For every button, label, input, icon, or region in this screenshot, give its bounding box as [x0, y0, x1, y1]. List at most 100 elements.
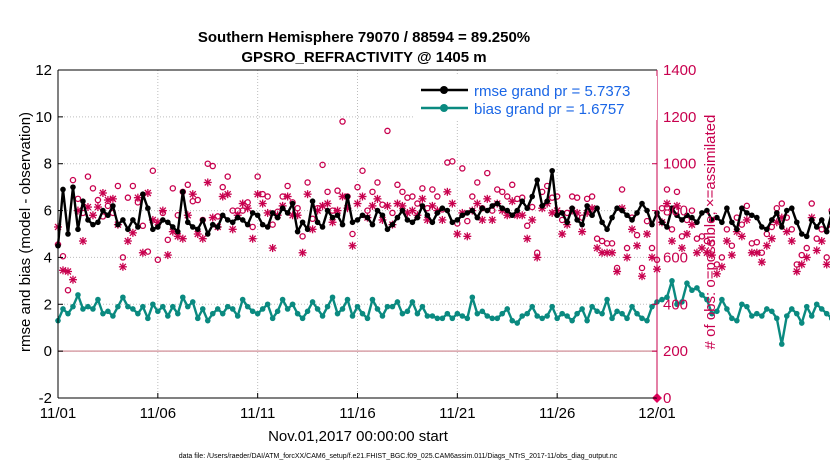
bias-point	[659, 296, 665, 303]
obs-assimilated-point	[243, 204, 252, 213]
rmse-point	[749, 212, 755, 219]
x-tick-label: 11/26	[539, 405, 575, 422]
obs-possible-point	[803, 244, 811, 252]
rmse-point	[619, 207, 625, 214]
rmse-point	[564, 219, 570, 226]
bias-point	[155, 308, 161, 315]
obs-possible-point	[184, 181, 192, 189]
rmse-point	[499, 205, 506, 212]
obs-assimilated-point	[223, 190, 232, 199]
obs-assimilated-point	[158, 206, 167, 215]
bias-point	[549, 303, 555, 310]
bias-point	[813, 301, 820, 308]
bias-point	[80, 306, 86, 312]
bias-point	[374, 306, 381, 312]
bias-point	[514, 320, 521, 326]
bias-point	[274, 308, 281, 315]
obs-assimilated-point	[677, 244, 686, 253]
rmse-point	[544, 198, 550, 204]
y-axis-label: rmse and bias (model - observation)	[17, 112, 34, 352]
obs-assimilated-point	[178, 234, 187, 243]
obs-possible-point	[708, 240, 716, 247]
bias-point	[469, 294, 476, 301]
bias-point	[519, 313, 526, 319]
obs-possible-point	[414, 200, 421, 207]
bias-point	[364, 315, 371, 322]
bias-point	[744, 303, 750, 310]
obs-assimilated-point	[598, 248, 607, 257]
obs-possible-point	[763, 230, 771, 238]
bias-point	[170, 303, 176, 310]
rmse-point	[534, 177, 540, 183]
obs-possible-point	[459, 165, 466, 172]
rmse-point	[524, 205, 531, 212]
obs-assimilated-point	[58, 266, 67, 275]
obs-assimilated-point	[523, 234, 532, 243]
rmse-point	[494, 200, 501, 207]
obs-assimilated-point	[628, 225, 637, 234]
obs-assimilated-point	[303, 190, 312, 199]
bias-point	[194, 315, 201, 322]
bias-point	[484, 313, 491, 319]
rmse-point	[319, 224, 326, 230]
obs-possible-point	[528, 203, 536, 211]
obs-possible-point	[294, 204, 301, 212]
rmse-point	[449, 219, 456, 226]
rmse-point	[559, 210, 565, 216]
obs-possible-point	[818, 226, 825, 233]
obs-assimilated-point	[533, 253, 542, 262]
y-right-tick-label: 1400	[663, 62, 696, 79]
rmse-point	[304, 226, 311, 233]
obs-assimilated-point	[88, 211, 97, 220]
bias-point	[489, 315, 496, 322]
obs-assimilated-point	[383, 201, 392, 210]
bias-point	[369, 296, 376, 303]
rmse-point	[175, 228, 181, 235]
rmse-point	[294, 228, 301, 235]
y-right-tick-label: 200	[663, 343, 688, 360]
obs-assimilated-point	[203, 178, 212, 187]
obs-assimilated-point	[68, 275, 77, 284]
rmse-point	[589, 212, 595, 219]
bias-point	[599, 310, 605, 317]
obs-assimilated-point	[812, 246, 821, 255]
bias-point	[709, 310, 715, 317]
rmse-point	[264, 224, 271, 230]
obs-possible-point	[129, 182, 137, 190]
obs-assimilated-point	[762, 241, 771, 250]
y-right-tick-label: 0	[663, 390, 671, 407]
obs-possible-point	[204, 160, 211, 167]
obs-assimilated-point	[712, 269, 721, 278]
rmse-point	[739, 205, 745, 212]
bias-point	[739, 301, 745, 308]
bias-point	[239, 296, 246, 303]
obs-possible-point	[499, 188, 506, 196]
rmse-point	[793, 219, 800, 226]
rmse-point	[469, 207, 476, 214]
obs-possible-point	[658, 204, 666, 212]
obs-possible-point	[523, 222, 531, 230]
bias-point	[554, 315, 560, 322]
obs-possible-point	[249, 223, 256, 231]
obs-possible-point	[254, 173, 261, 180]
rmse-point	[754, 214, 760, 221]
bias-point	[594, 308, 600, 315]
obs-assimilated-point	[613, 267, 622, 276]
bias-point	[189, 299, 196, 305]
legend-bias-marker	[440, 104, 448, 112]
rmse-point	[529, 193, 536, 200]
legend-rmse-label: rmse grand pr = 5.7373	[474, 83, 630, 100]
rmse-point	[444, 207, 451, 214]
bias-point	[319, 313, 326, 319]
rmse-point	[479, 205, 486, 212]
rmse-point	[399, 207, 406, 214]
bias-point	[684, 280, 690, 287]
y-tick-label: 2	[44, 296, 52, 313]
rmse-point	[823, 228, 830, 235]
obs-possible-point	[823, 254, 830, 261]
bias-point	[808, 313, 815, 319]
y-right-tick-label: 400	[663, 296, 688, 313]
obs-possible-point	[69, 176, 77, 184]
rmse-point	[155, 224, 161, 230]
obs-possible-point	[598, 237, 606, 245]
